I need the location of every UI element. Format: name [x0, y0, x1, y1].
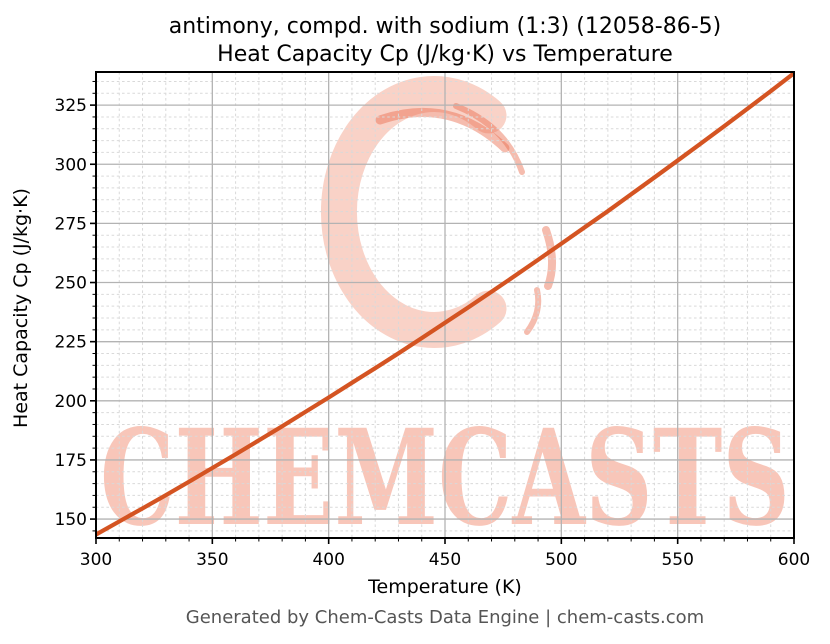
watermark-logo-accent-swirl-2: [453, 103, 525, 175]
y-tick-label: 150: [55, 510, 87, 530]
watermark-logo-accent-swirl: [375, 107, 510, 153]
y-tick-label: 200: [55, 392, 87, 412]
x-tick-label: 450: [429, 550, 461, 570]
y-tick-label: 275: [55, 214, 87, 234]
axis-ticks-and-labels: 300 350 400 450 500 550 600 150 175 200 225 250 275 3…: [55, 80, 810, 570]
x-tick-label: 350: [196, 550, 228, 570]
cp-vs-temperature-curve: [96, 72, 794, 537]
y-tick-label: 250: [55, 274, 87, 294]
x-tick-label: 300: [80, 550, 112, 570]
x-tick-label: 400: [312, 550, 344, 570]
chart-title-line2: Heat Capacity Cp (J/kg·K) vs Temperature: [217, 42, 673, 67]
footer-text: Generated by Chem-Casts Data Engine | ch…: [186, 607, 704, 628]
x-axis-label: Temperature (K): [367, 576, 522, 598]
y-tick-label: 325: [55, 96, 87, 116]
y-tick-label: 225: [55, 333, 87, 353]
y-tick-label: 300: [55, 155, 87, 175]
chart-title-line1: antimony, compd. with sodium (1:3) (1205…: [169, 14, 722, 39]
watermark-logo-flick-2: [524, 287, 542, 335]
y-tick-label: 175: [55, 451, 87, 471]
x-tick-label: 550: [661, 550, 693, 570]
x-tick-label: 500: [545, 550, 577, 570]
x-tick-label: 600: [778, 550, 810, 570]
y-axis-label: Heat Capacity Cp (J/kg·K): [10, 188, 32, 428]
watermark-logo-flick-1: [542, 226, 556, 290]
watermark-c-logo-ring: [321, 76, 507, 348]
